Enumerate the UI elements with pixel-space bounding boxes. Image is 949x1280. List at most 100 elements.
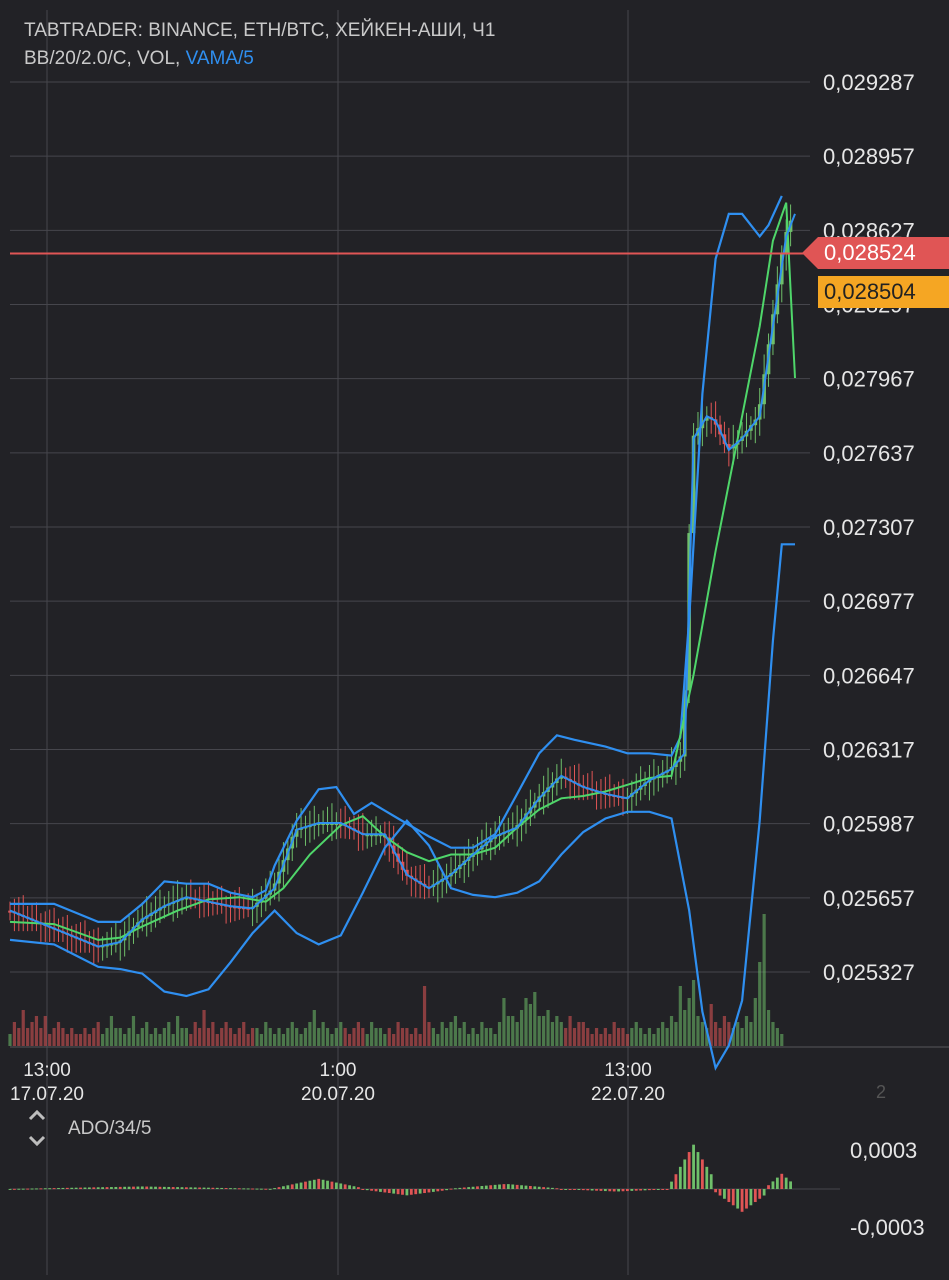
ado-bar (198, 1187, 202, 1189)
ado-bar (118, 1186, 122, 1189)
ado-bar (30, 1188, 34, 1190)
ado-bar (489, 1185, 493, 1189)
volume-bar (705, 1028, 709, 1046)
volume-bar (572, 1028, 577, 1046)
volume-bar (312, 1010, 316, 1046)
ado-bar (185, 1187, 188, 1189)
ado-bar (83, 1187, 87, 1189)
ado-bar (48, 1188, 52, 1190)
volume-bar (211, 1022, 215, 1046)
candle-body (378, 834, 383, 837)
volume-bar (524, 998, 528, 1046)
volume-bar (374, 1028, 378, 1046)
volume-bar (511, 1016, 515, 1046)
ado-bar (255, 1188, 259, 1190)
ado-bar (273, 1188, 277, 1190)
ado-bar (621, 1189, 625, 1192)
chevron-up-icon[interactable] (26, 1104, 48, 1126)
volume-bar (674, 1022, 678, 1046)
ado-bar (476, 1186, 479, 1189)
ado-bar (136, 1186, 140, 1189)
volume-bar (647, 1028, 652, 1046)
ado-bar (696, 1152, 700, 1189)
volume-bar (639, 1028, 643, 1046)
candle-body (691, 435, 696, 534)
volume-bar (652, 1034, 656, 1046)
volume-bar (370, 1022, 374, 1046)
volume-bar (471, 1028, 475, 1046)
ado-bar (648, 1189, 651, 1191)
ado-bar (52, 1188, 56, 1190)
ado-bar (79, 1187, 82, 1189)
ado-bar (356, 1187, 360, 1189)
pane-number: 2 (876, 1082, 887, 1102)
ado-bar (74, 1187, 78, 1189)
ado-bar (361, 1189, 365, 1190)
ado-bar (326, 1180, 329, 1189)
ado-bar (784, 1177, 788, 1189)
volume-bar (564, 1028, 568, 1046)
volume-bar (714, 1022, 718, 1046)
ado-bar (405, 1189, 409, 1196)
volume-bar (480, 1022, 484, 1046)
ado-bar (758, 1189, 762, 1199)
chevron-down-icon[interactable] (26, 1130, 48, 1152)
y-tick-label: 0,026317 (823, 738, 915, 763)
vama-line (9, 213, 796, 948)
ado-bar (35, 1188, 38, 1190)
volume-bar (383, 1034, 387, 1046)
volume-bar (317, 1028, 321, 1046)
y-tick-label: 0,027637 (823, 441, 915, 466)
ado-bar (493, 1184, 497, 1189)
ado-tick-label: -0,0003 (850, 1215, 925, 1240)
volume-bar (603, 1028, 607, 1046)
volume-bar (586, 1028, 590, 1046)
ado-bar (440, 1189, 444, 1191)
volume-bar (136, 1034, 140, 1046)
ado-bar (110, 1187, 113, 1189)
volume-bar (418, 1034, 422, 1046)
ado-bar (515, 1184, 519, 1189)
candle-body (184, 897, 189, 900)
ado-bar (467, 1187, 471, 1189)
volume-bar (458, 1028, 462, 1046)
bb-upper-line (10, 195, 783, 923)
ado-bar (321, 1179, 325, 1189)
volume-bar (321, 1022, 325, 1046)
volume-bar (378, 1028, 383, 1046)
volume-bar (515, 1022, 519, 1046)
candle-body (294, 829, 299, 837)
volume-bar (352, 1028, 356, 1046)
volume-bar (396, 1022, 400, 1046)
ado-bar (189, 1187, 193, 1189)
volume-bar (718, 1028, 722, 1046)
volume-bar (669, 1016, 674, 1046)
volume-bar (74, 1034, 78, 1046)
ado-bar (643, 1189, 647, 1191)
volume-bar (634, 1022, 638, 1046)
ado-bar (652, 1189, 656, 1190)
ado-bar (127, 1186, 131, 1189)
ado-bar (431, 1189, 435, 1192)
volume-bar (643, 1034, 647, 1046)
y-tick-label: 0,027307 (823, 515, 915, 540)
volume-bar (691, 980, 696, 1046)
volume-bar (215, 1034, 219, 1046)
ado-bar (96, 1187, 100, 1189)
volume-bar (555, 1016, 559, 1046)
volume-bar (577, 1022, 581, 1046)
ado-bar (586, 1189, 590, 1191)
volume-bar (625, 1034, 630, 1046)
volume-bar (273, 1034, 277, 1046)
volume-bar (295, 1028, 299, 1046)
ado-bar (537, 1186, 541, 1189)
ado-bar (202, 1187, 206, 1189)
volume-bar (259, 1034, 263, 1046)
ado-bar (268, 1188, 272, 1190)
ado-bar (714, 1189, 718, 1193)
volume-bar (175, 1016, 180, 1046)
volume-bar (330, 1034, 334, 1046)
ado-bar (140, 1186, 144, 1189)
volume-bar (118, 1028, 122, 1046)
